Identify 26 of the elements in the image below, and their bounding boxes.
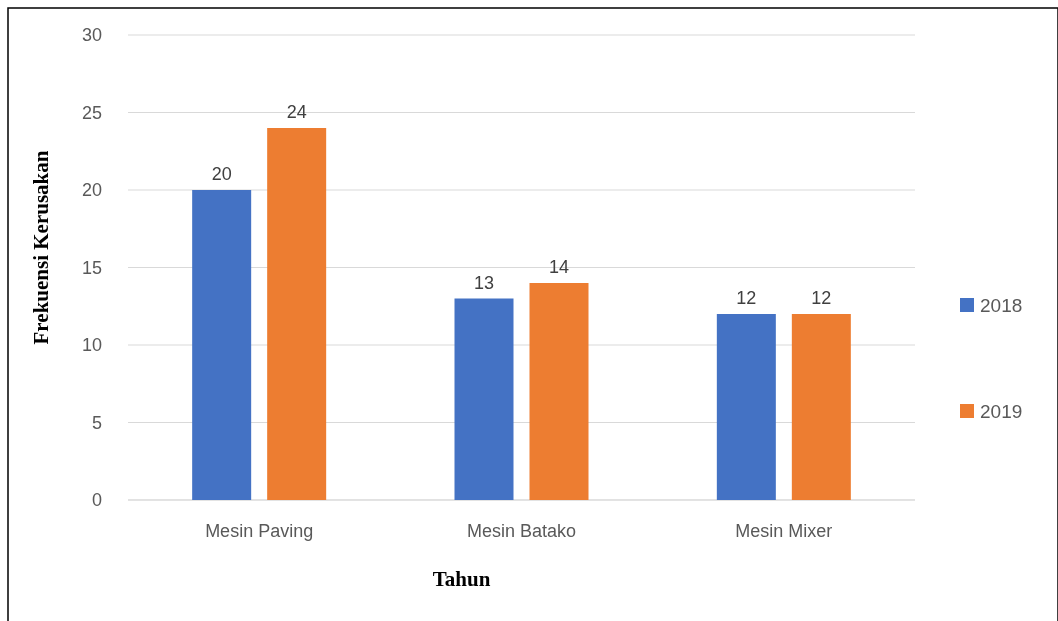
x-axis-title: Tahun bbox=[432, 567, 491, 591]
y-tick-label: 30 bbox=[81, 25, 102, 46]
x-tick-label: Mesin Batako bbox=[466, 521, 577, 541]
y-tick-label: 5 bbox=[91, 412, 102, 433]
y-tick-label: 25 bbox=[81, 102, 102, 123]
bar bbox=[791, 314, 851, 500]
data-label: 12 bbox=[811, 288, 832, 308]
data-label: 24 bbox=[286, 102, 307, 122]
y-tick-label: 10 bbox=[81, 335, 102, 356]
bar bbox=[192, 190, 252, 500]
data-label: 20 bbox=[211, 164, 232, 184]
x-tick-label: Mesin Paving bbox=[205, 521, 314, 541]
y-tick-label: 0 bbox=[91, 490, 102, 511]
x-tick-label: Mesin Mixer bbox=[735, 521, 833, 541]
y-tick-label: 15 bbox=[81, 257, 102, 278]
bar bbox=[454, 298, 514, 500]
data-label: 12 bbox=[736, 288, 757, 308]
bar bbox=[267, 128, 327, 500]
legend-label: 2018 bbox=[980, 294, 1023, 316]
legend-label: 2019 bbox=[980, 400, 1023, 422]
data-label: 14 bbox=[548, 257, 570, 277]
y-axis-title: Frekuensi Kerusakan bbox=[29, 150, 53, 345]
bar bbox=[529, 283, 589, 500]
y-tick-label: 20 bbox=[81, 180, 102, 201]
data-label: 13 bbox=[473, 272, 495, 293]
bar bbox=[716, 314, 776, 500]
